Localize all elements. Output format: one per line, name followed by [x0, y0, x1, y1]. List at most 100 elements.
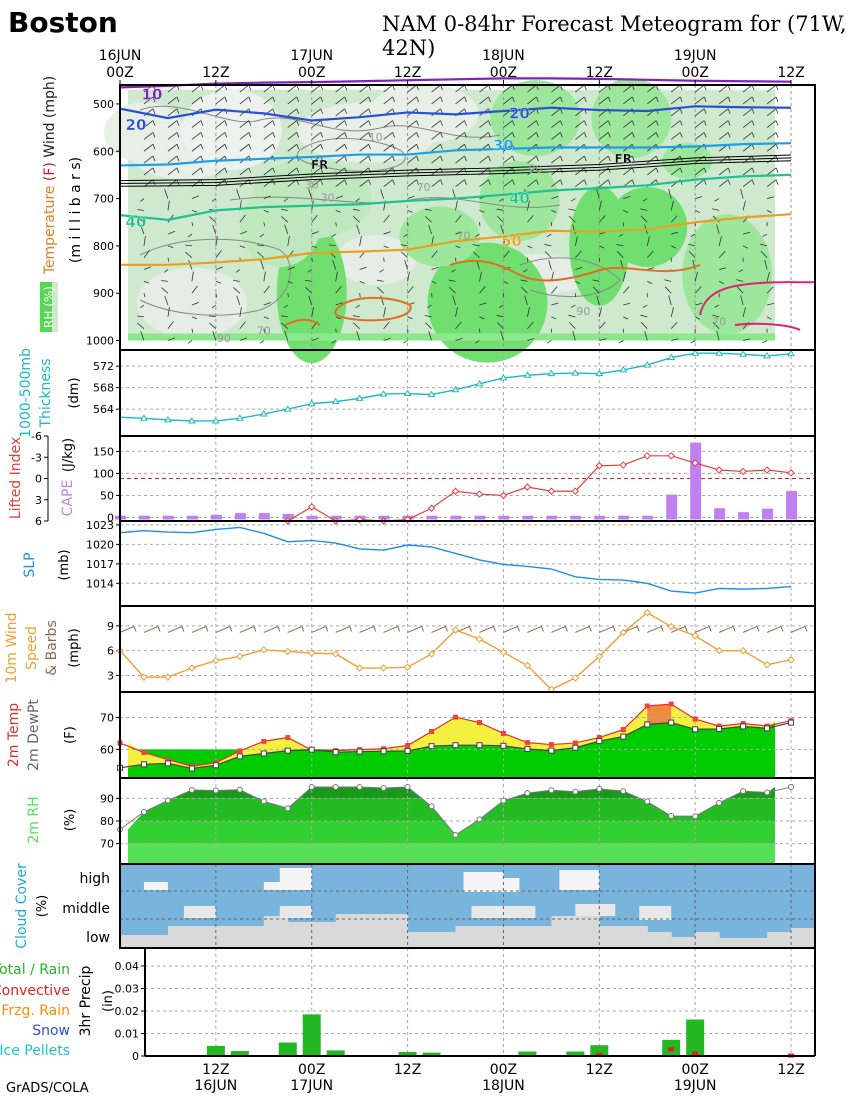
convective-mark: [596, 1052, 603, 1057]
cape-bar: [306, 515, 318, 520]
wind-barb: [331, 233, 336, 238]
y-tick-label: 1000: [86, 335, 114, 348]
panel-border: [119, 605, 816, 693]
wind-barb: [575, 267, 583, 270]
wind-barb: [308, 189, 313, 199]
rh2m-point: [548, 787, 555, 794]
stability-panel: 0 50 100 150 -6 -3 0 3 6 Lifted Index CAPE (J/kg): [8, 430, 816, 528]
wind-barb: [646, 236, 650, 246]
wind-barb: [263, 316, 269, 320]
wind-barb: [191, 271, 194, 282]
isotherm-label: 10: [142, 85, 163, 103]
cloud-low: [215, 926, 241, 948]
wind-barb: [287, 108, 298, 117]
wind-barb: [742, 626, 758, 633]
y-axis-unit: (%): [63, 809, 78, 832]
wind-barb: [479, 120, 489, 128]
precip-legend-item: Ice Pellets: [0, 1043, 70, 1059]
wind-barb: [431, 108, 441, 117]
wind-barb: [742, 132, 753, 140]
wind-barb: [359, 143, 369, 152]
dewpt2m-point: [284, 747, 291, 754]
wind-barb: [191, 222, 194, 227]
wind-barb: [448, 286, 456, 294]
wind-barb: [496, 215, 504, 223]
time-label-hour: 00Z: [106, 65, 133, 81]
cape-bar: [498, 515, 510, 520]
wind-barb: [307, 269, 312, 273]
y-tick-label: 0: [107, 511, 114, 524]
wind-barb: [187, 233, 193, 238]
thickness-point: [427, 390, 436, 398]
precip-bar: [686, 1019, 705, 1056]
wind-barb: [407, 195, 415, 199]
wind-barb-flag: [775, 132, 779, 138]
y-tick-label: 700: [93, 193, 114, 206]
wind-barb: [599, 245, 605, 249]
rh-shade-region: [682, 214, 773, 335]
cloud-low: [791, 928, 816, 948]
wind-barb: [479, 155, 489, 164]
wind-barb: [167, 120, 178, 128]
wind-barb: [287, 626, 302, 633]
rh2m-point: [572, 788, 579, 795]
wind-barb-flag: [536, 96, 539, 103]
wind-barb-flag: [344, 96, 348, 103]
wind-barb: [520, 286, 528, 294]
freezing-line: [119, 154, 792, 182]
wind-barb: [670, 84, 681, 93]
rh-contour: [139, 238, 291, 316]
wind-barb: [239, 245, 246, 249]
precip-legend-item: Total / Rain: [0, 962, 70, 978]
wind-barb-flag: [368, 179, 372, 185]
dewpt2m-point: [380, 748, 387, 755]
wind-barb: [548, 259, 552, 270]
wind-barb: [479, 179, 489, 188]
temp2m-point: [429, 728, 435, 734]
wind-barb: [164, 295, 169, 306]
time-label-hour: 12Z: [586, 65, 613, 81]
thickness-point: [403, 389, 412, 397]
y-axis-label: 10m Wind: [4, 612, 20, 683]
dewpt2m-point: [524, 746, 531, 753]
wind-barb-flag: [200, 155, 204, 162]
y-axis-unit: (%): [35, 895, 50, 918]
cape-bar: [330, 515, 342, 520]
wind-barb: [431, 179, 441, 188]
wind-barb: [352, 315, 360, 318]
time-label-date: 17JUN: [290, 1078, 333, 1094]
convective-mark: [692, 1051, 699, 1056]
wind-barb-flag: [248, 144, 252, 150]
time-label-hour: 12Z: [777, 1062, 804, 1078]
wind-barb: [431, 266, 439, 270]
wind-barb: [263, 302, 271, 306]
cape-bar: [762, 508, 774, 520]
wind-barb-flag: [804, 626, 808, 632]
dewpt2m-point: [452, 742, 459, 749]
wind-barb: [335, 120, 345, 128]
y-axis-label-part: Wind (mph): [42, 76, 58, 158]
wind-barb: [191, 167, 202, 176]
rh2m-point: [212, 787, 219, 794]
isotherm-line: [734, 322, 801, 331]
rh-shade-region: [181, 89, 282, 170]
dewpt2m-point: [188, 765, 195, 772]
cape-bar: [426, 515, 438, 520]
wind-barb: [479, 286, 486, 294]
wind-barb: [335, 84, 345, 93]
y-axis-label: Cloud Cover: [14, 863, 30, 949]
wind-barb: [694, 167, 705, 176]
lifted-index-point: [787, 469, 795, 477]
wind-barb-flag: [368, 155, 372, 162]
wind-barb: [640, 208, 648, 211]
wind-barb: [690, 340, 696, 344]
wind-barb: [167, 626, 183, 633]
wind-barb: [551, 210, 557, 213]
wind-barb: [766, 302, 775, 306]
wind-barb: [568, 215, 576, 223]
wind-barb: [551, 316, 557, 320]
wind-barb-flag: [272, 96, 276, 103]
wind-barb: [479, 302, 487, 306]
wind-barb: [742, 120, 753, 128]
